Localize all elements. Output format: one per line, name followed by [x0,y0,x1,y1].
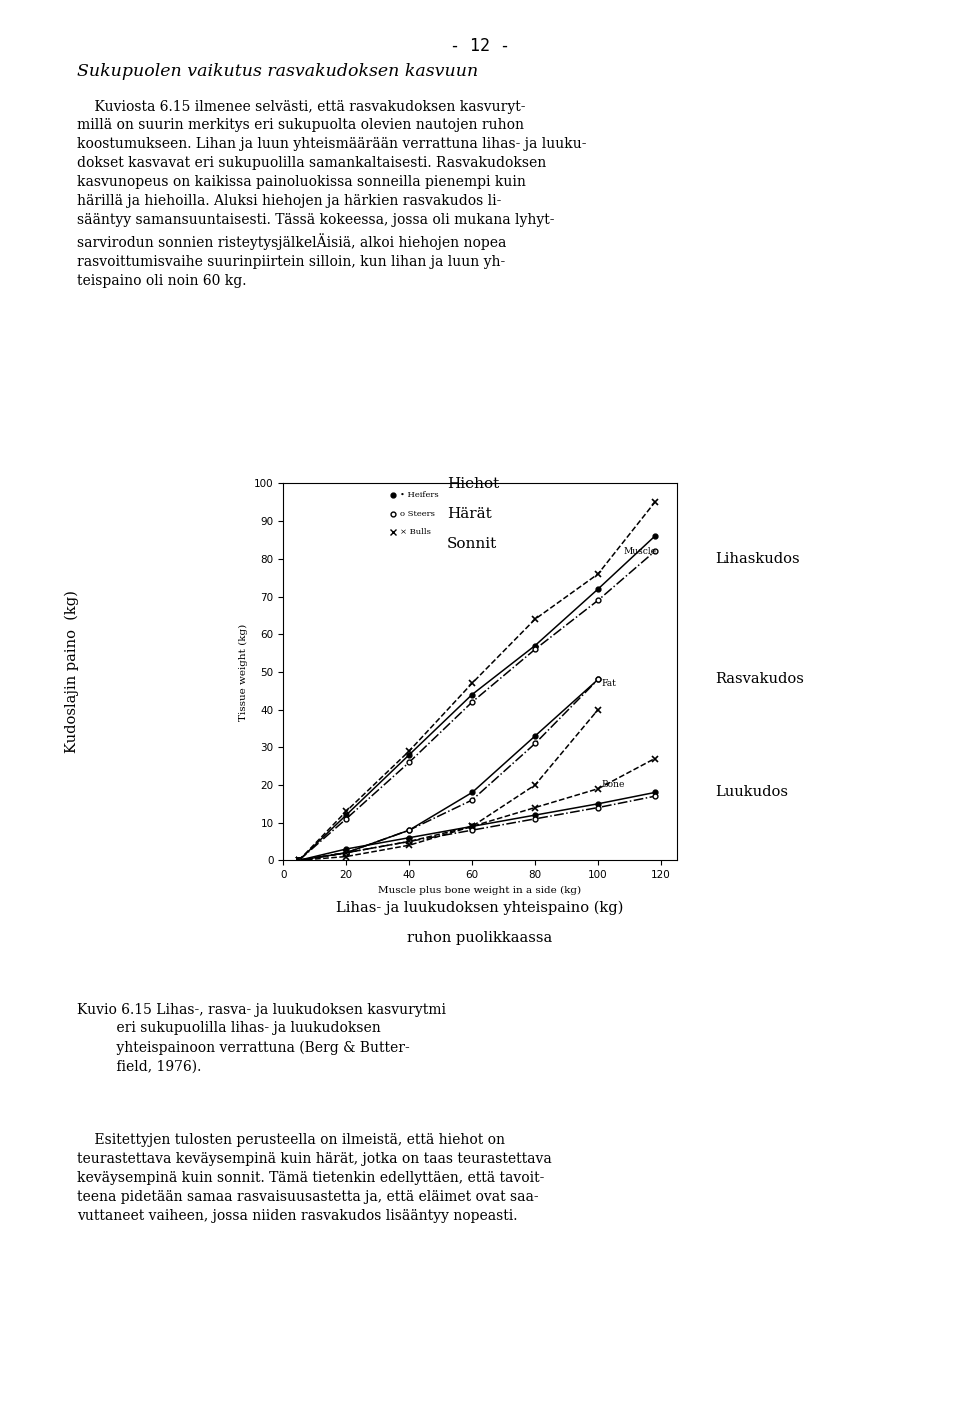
Text: Muscle: Muscle [623,547,657,556]
X-axis label: Muscle plus bone weight in a side (kg): Muscle plus bone weight in a side (kg) [378,886,582,894]
Text: - 12 -: - 12 - [450,37,510,55]
Text: ruhon puolikkaassa: ruhon puolikkaassa [407,931,553,946]
Text: Kuvio 6.15 Lihas-, rasva- ja luukudoksen kasvurytmi
         eri sukupuolilla li: Kuvio 6.15 Lihas-, rasva- ja luukudoksen… [77,1003,445,1074]
Text: × Bulls: × Bulls [399,529,431,536]
Text: Lihas- ja luukudoksen yhteispaino (kg): Lihas- ja luukudoksen yhteispaino (kg) [336,900,624,914]
Text: • Heifers: • Heifers [399,491,439,499]
Text: Sonnit: Sonnit [447,536,497,550]
Text: Kudoslajin paino  (kg): Kudoslajin paino (kg) [65,590,79,754]
Text: Fat: Fat [601,678,616,688]
Y-axis label: Tissue weight (kg): Tissue weight (kg) [239,623,249,721]
Text: Kuviosta 6.15 ilmenee selvästi, että rasvakudoksen kasvuryt-
millä on suurin mer: Kuviosta 6.15 ilmenee selvästi, että ras… [77,100,587,289]
Text: Bone: Bone [601,781,625,789]
Text: Luukudos: Luukudos [715,785,788,799]
Text: o Steers: o Steers [399,509,435,518]
Text: Lihaskudos: Lihaskudos [715,552,800,566]
Text: Härät: Härät [447,506,492,520]
Text: Esitettyjen tulosten perusteella on ilmeistä, että hiehot on
teurastettava keväy: Esitettyjen tulosten perusteella on ilme… [77,1133,552,1223]
Text: Rasvakudos: Rasvakudos [715,673,804,687]
Text: Sukupuolen vaikutus rasvakudoksen kasvuun: Sukupuolen vaikutus rasvakudoksen kasvuu… [77,63,478,80]
Text: Hiehot: Hiehot [447,476,499,491]
